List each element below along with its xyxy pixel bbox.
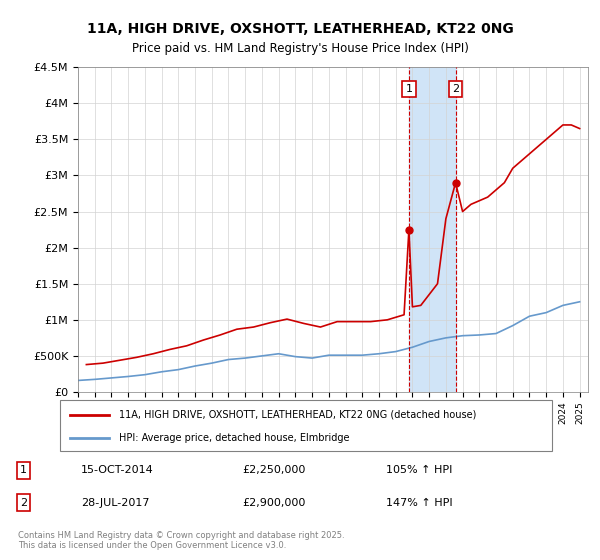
Text: 11A, HIGH DRIVE, OXSHOTT, LEATHERHEAD, KT22 0NG: 11A, HIGH DRIVE, OXSHOTT, LEATHERHEAD, K… (86, 22, 514, 36)
Text: 105% ↑ HPI: 105% ↑ HPI (386, 465, 453, 475)
Text: £2,900,000: £2,900,000 (242, 498, 306, 508)
Text: 2: 2 (20, 498, 27, 508)
Text: HPI: Average price, detached house, Elmbridge: HPI: Average price, detached house, Elmb… (119, 433, 350, 443)
Text: £2,250,000: £2,250,000 (242, 465, 306, 475)
Text: 1: 1 (406, 84, 412, 94)
FancyBboxPatch shape (60, 400, 552, 451)
Text: Contains HM Land Registry data © Crown copyright and database right 2025.
This d: Contains HM Land Registry data © Crown c… (18, 530, 344, 550)
Text: 11A, HIGH DRIVE, OXSHOTT, LEATHERHEAD, KT22 0NG (detached house): 11A, HIGH DRIVE, OXSHOTT, LEATHERHEAD, K… (119, 409, 476, 419)
Text: 147% ↑ HPI: 147% ↑ HPI (386, 498, 453, 508)
Bar (409, 67, 455, 392)
Text: 1: 1 (20, 465, 27, 475)
Text: 28-JUL-2017: 28-JUL-2017 (81, 498, 149, 508)
Text: 2: 2 (452, 84, 459, 94)
Text: 15-OCT-2014: 15-OCT-2014 (81, 465, 154, 475)
Text: Price paid vs. HM Land Registry's House Price Index (HPI): Price paid vs. HM Land Registry's House … (131, 42, 469, 55)
